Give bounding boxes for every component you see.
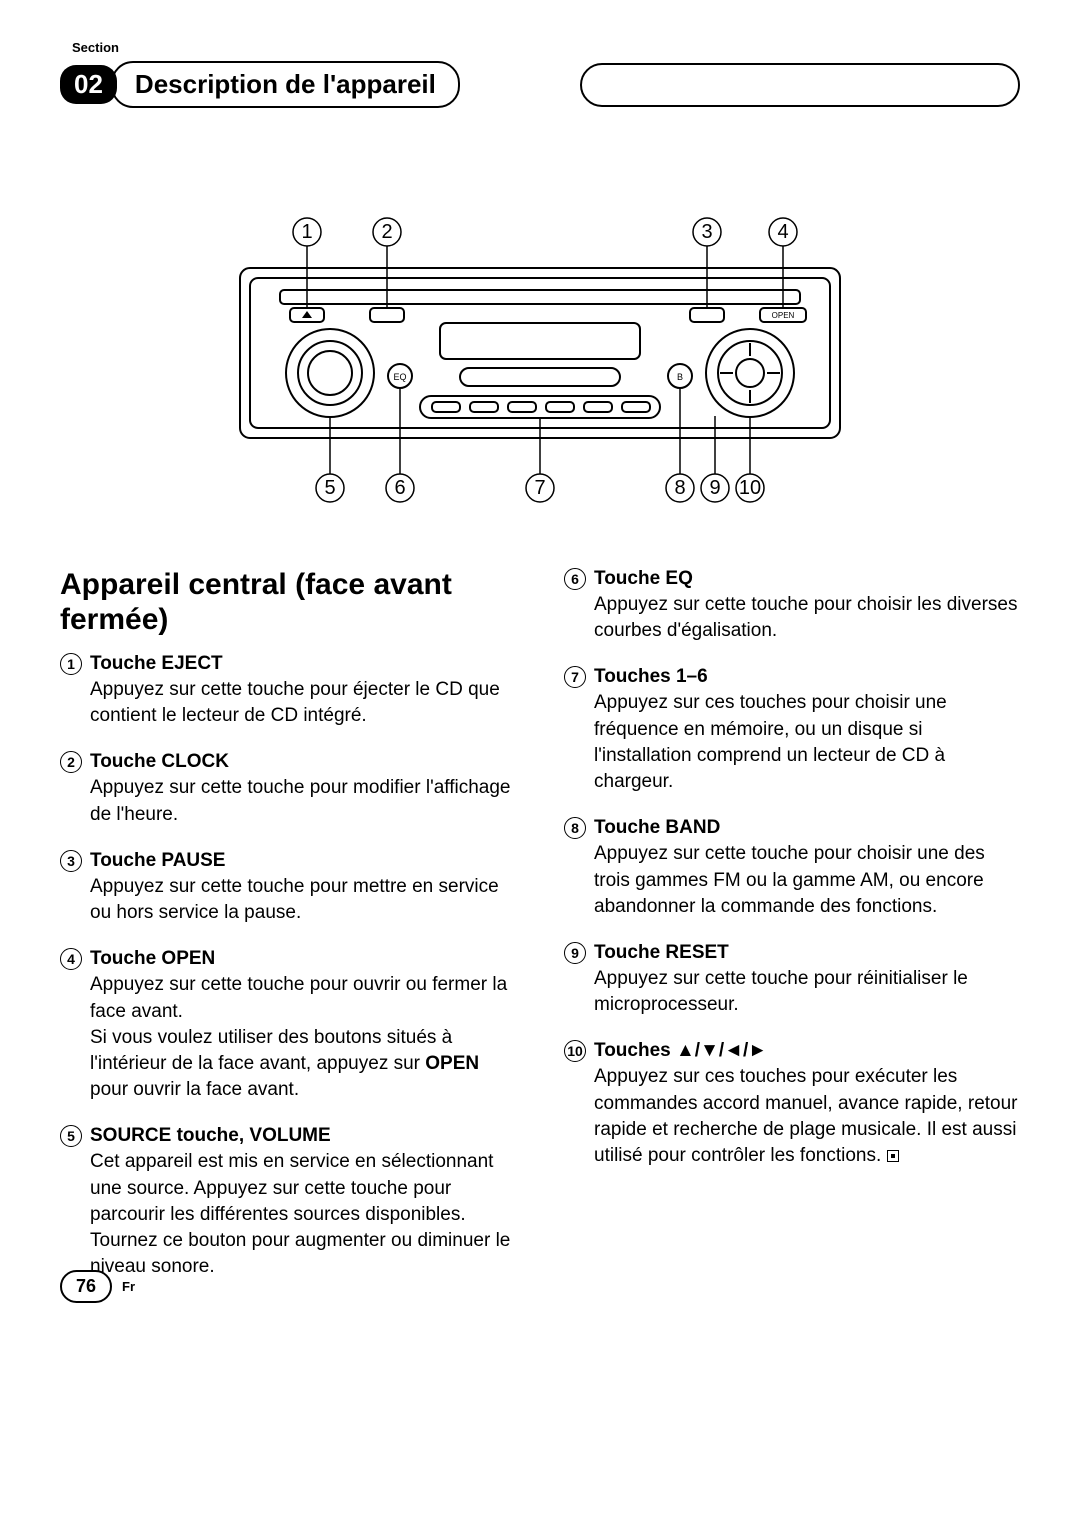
description-item: 8 Touche BANDAppuyez sur cette touche pou…	[564, 817, 1020, 920]
callout-9: 9	[709, 477, 720, 499]
item-number: 9	[564, 942, 586, 964]
item-number: 4	[60, 948, 82, 970]
description-item: 10 Touches ▲/▼/◄/►Appuyez sur ces touches…	[564, 1040, 1020, 1169]
item-body: Appuyez sur cette touche pour choisir un…	[594, 841, 1020, 920]
item-head: 4 Touche OPEN	[60, 948, 516, 970]
item-title: Touche RESET	[594, 942, 729, 964]
item-number: 7	[564, 666, 586, 688]
item-head: 2 Touche CLOCK	[60, 751, 516, 773]
callout-8: 8	[674, 477, 685, 499]
header-decor-pill	[580, 63, 1020, 107]
page-number: 76	[60, 1270, 112, 1303]
item-head: 8 Touche BAND	[564, 817, 1020, 839]
right-column: 6Touche EQAppuyez sur cette touche pour …	[564, 568, 1020, 1303]
header-row: 02 Description de l'appareil	[60, 61, 1020, 108]
description-item: 3 Touche PAUSEAppuyez sur cette touche po…	[60, 850, 516, 926]
footer: 76 Fr	[60, 1270, 135, 1303]
item-number: 2	[60, 751, 82, 773]
description-item: 7 Touches 1–6Appuyez sur ces touches pour…	[564, 666, 1020, 795]
item-title: Touche CLOCK	[90, 751, 229, 773]
callout-6: 6	[394, 477, 405, 499]
item-body: Cet appareil est mis en service en sélec…	[90, 1149, 516, 1280]
item-head: 1 Touche EJECT	[60, 653, 516, 675]
item-number: 6	[564, 568, 586, 590]
item-head: 5 SOURCE touche, VOLUME	[60, 1125, 516, 1147]
bold-inline: OPEN	[425, 1053, 479, 1074]
description-item: 6 Touche EQAppuyez sur cette touche pour …	[564, 568, 1020, 644]
diagram-container: OPEN EQ B	[60, 198, 1020, 518]
callout-7: 7	[534, 477, 545, 499]
main-heading: Appareil central (face avant fermée)	[60, 568, 516, 637]
item-title: Touche EQ	[594, 568, 693, 590]
item-body: Appuyez sur cette touche pour modifier l…	[90, 775, 516, 827]
callout-3: 3	[701, 221, 712, 243]
end-mark-icon	[887, 1150, 899, 1162]
right-items: 6Touche EQAppuyez sur cette touche pour …	[564, 568, 1020, 1169]
item-body: Appuyez sur ces touches pour exécuter le…	[594, 1064, 1020, 1169]
item-title: Touche EJECT	[90, 653, 223, 675]
item-head: 7 Touches 1–6	[564, 666, 1020, 688]
left-column: Appareil central (face avant fermée) 1 To…	[60, 568, 516, 1303]
description-item: 1 Touche EJECTAppuyez sur cette touche po…	[60, 653, 516, 729]
callout-5: 5	[324, 477, 335, 499]
callout-1: 1	[301, 221, 312, 243]
item-number: 3	[60, 850, 82, 872]
callout-2: 2	[381, 221, 392, 243]
description-item: 4 Touche OPENAppuyez sur cette touche pou…	[60, 948, 516, 1103]
left-items: 1Touche EJECTAppuyez sur cette touche po…	[60, 653, 516, 1281]
item-head: 3 Touche PAUSE	[60, 850, 516, 872]
eq-label: EQ	[393, 372, 406, 382]
band-label: B	[677, 372, 683, 382]
item-title: Touche OPEN	[90, 948, 215, 970]
description-item: 2 Touche CLOCKAppuyez sur cette touche po…	[60, 751, 516, 827]
item-number: 5	[60, 1125, 82, 1147]
callout-4: 4	[777, 221, 788, 243]
section-label: Section	[72, 40, 1020, 55]
item-title: Touche BAND	[594, 817, 720, 839]
item-title: Touches 1–6	[594, 666, 708, 688]
item-body: Appuyez sur cette touche pour choisir le…	[594, 592, 1020, 644]
item-head: 10 Touches ▲/▼/◄/►	[564, 1040, 1020, 1062]
item-body: Appuyez sur cette touche pour réinitiali…	[594, 966, 1020, 1018]
item-number: 8	[564, 817, 586, 839]
item-number: 1	[60, 653, 82, 675]
content-columns: Appareil central (face avant fermée) 1 To…	[60, 568, 1020, 1303]
item-head: 9 Touche RESET	[564, 942, 1020, 964]
section-title: Description de l'appareil	[111, 61, 460, 108]
car-stereo-diagram: OPEN EQ B	[220, 198, 860, 518]
item-title: SOURCE touche, VOLUME	[90, 1125, 331, 1147]
item-body: Appuyez sur cette touche pour mettre en …	[90, 874, 516, 926]
description-item: 5 SOURCE touche, VOLUMECet appareil est m…	[60, 1125, 516, 1280]
item-number: 10	[564, 1040, 586, 1062]
item-title: Touches ▲/▼/◄/►	[594, 1040, 767, 1062]
callout-10: 10	[739, 477, 761, 499]
item-body: Appuyez sur ces touches pour choisir une…	[594, 690, 1020, 795]
language-label: Fr	[122, 1279, 135, 1294]
item-body: Appuyez sur cette touche pour ouvrir ou …	[90, 972, 516, 1103]
item-head: 6 Touche EQ	[564, 568, 1020, 590]
item-title: Touche PAUSE	[90, 850, 225, 872]
description-item: 9 Touche RESETAppuyez sur cette touche po…	[564, 942, 1020, 1018]
section-number-badge: 02	[60, 65, 117, 104]
open-label: OPEN	[772, 311, 795, 320]
item-body: Appuyez sur cette touche pour éjecter le…	[90, 677, 516, 729]
